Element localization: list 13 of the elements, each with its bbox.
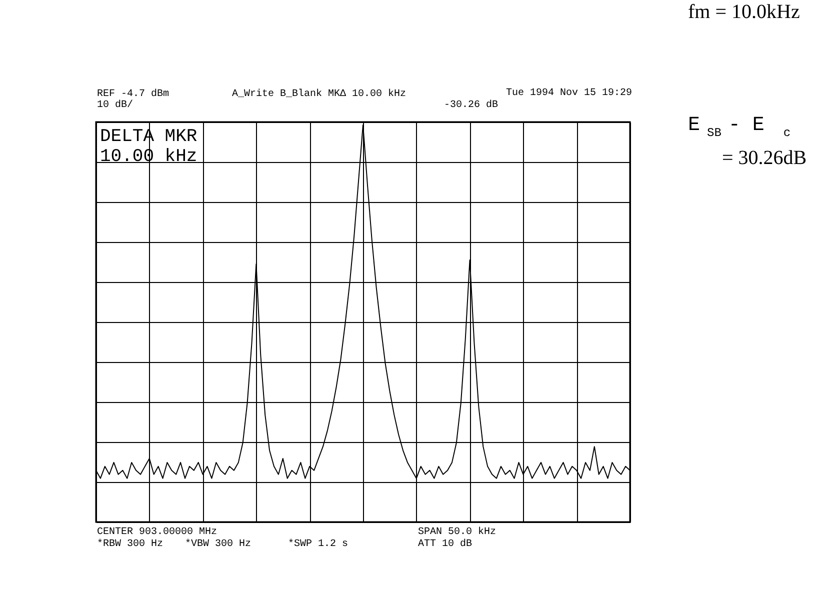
text: = 30.26dB [722,147,807,169]
text: *VBW 300 Hz [185,538,252,550]
text: A_Write B_Blank MKΔ 10.00 kHz [232,88,406,100]
text: SPAN 50.0 kHz [418,526,496,538]
text: fm = 10.0kHz [688,1,800,23]
text: CENTER 903.00000 MHz [97,527,218,538]
text: 10 dB/ [97,99,134,111]
text: *SWP 1.2 s [288,538,348,550]
text: -30.26 dB [444,99,498,111]
text: *RBW 300 Hz [97,538,164,550]
text: REF -4.7 dBm [97,88,170,100]
text: Tue 1994 Nov 15 19:29 [506,88,632,99]
text: ATT 10 dB [418,538,472,550]
